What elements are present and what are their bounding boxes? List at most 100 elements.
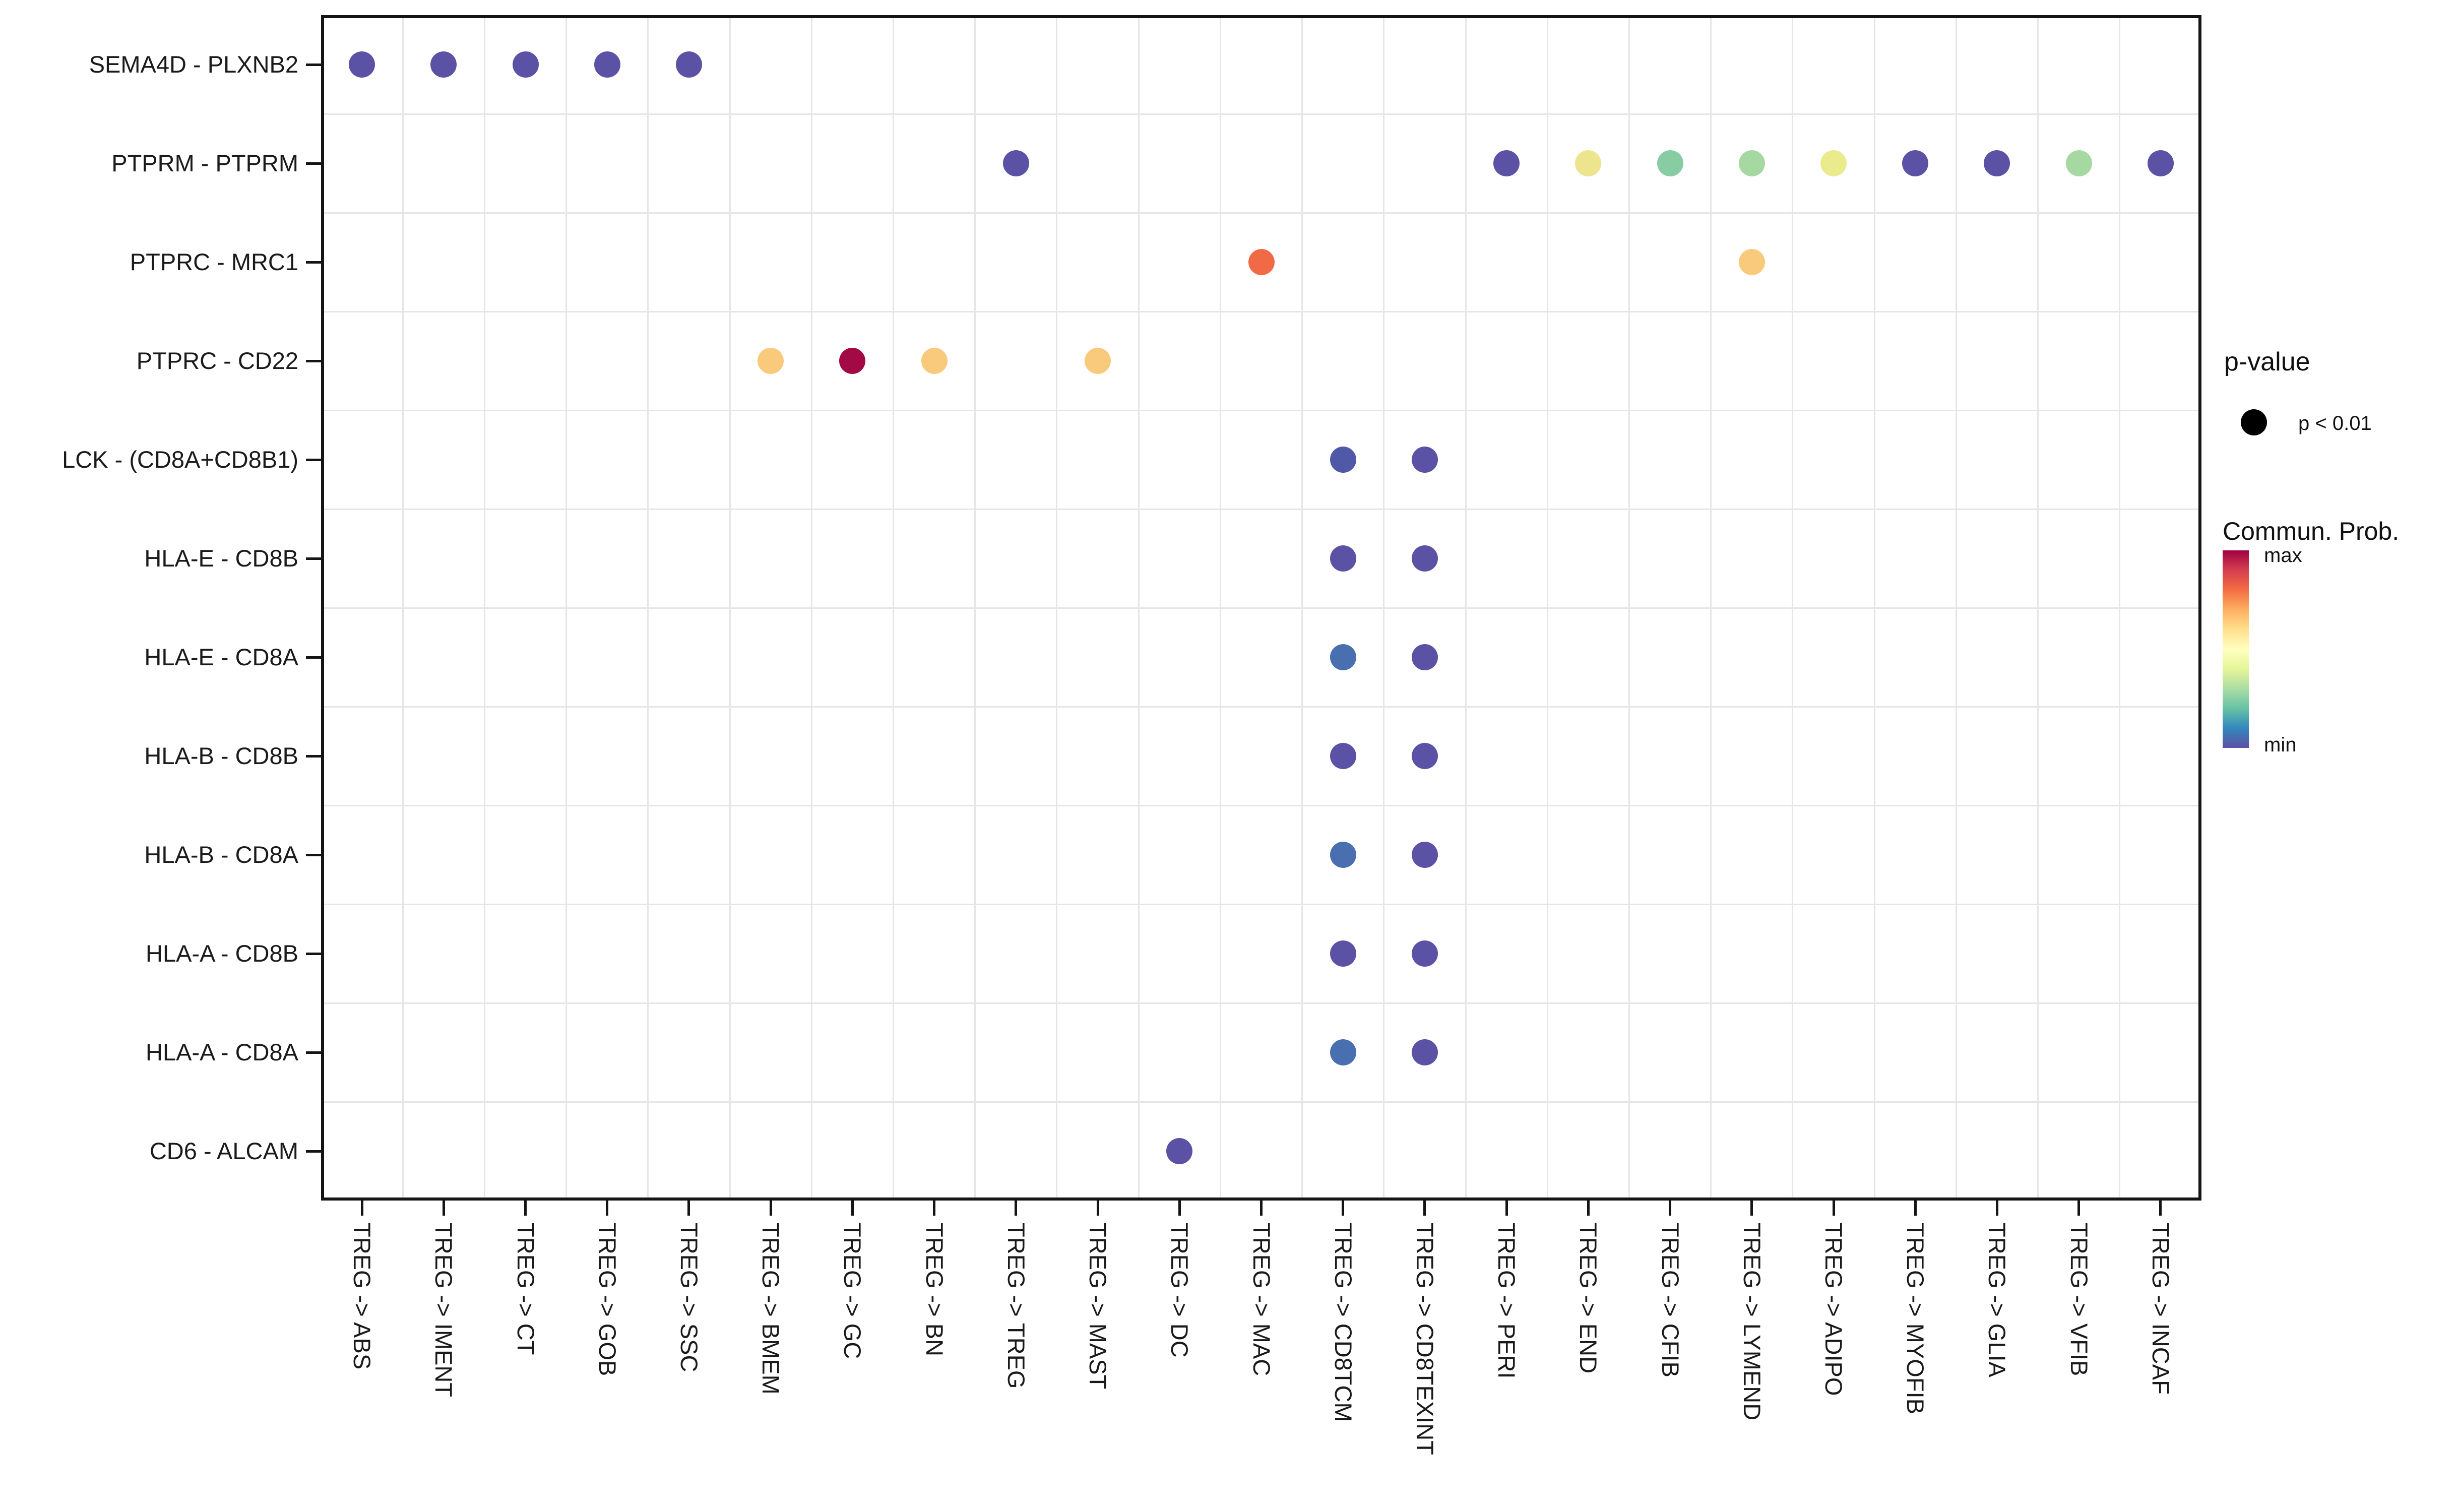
data-dot	[1411, 842, 1438, 868]
data-dot	[2065, 150, 2092, 176]
x-axis-tick	[1423, 1201, 1426, 1216]
grid-line-horizontal	[324, 508, 2198, 510]
x-axis-tick	[769, 1201, 772, 1216]
data-dot	[1085, 348, 1111, 374]
grid-line-horizontal	[324, 804, 2198, 806]
y-axis-tick	[306, 853, 321, 856]
x-axis-label: TREG -> MAST	[1085, 1223, 1112, 1390]
data-dot	[512, 51, 539, 78]
x-axis-tick	[1669, 1201, 1672, 1216]
y-axis-label: CD6 - ALCAM	[149, 1138, 298, 1164]
grid-line-horizontal	[324, 212, 2198, 214]
data-dot	[1166, 1138, 1193, 1164]
y-axis-label: HLA-A - CD8A	[146, 1039, 298, 1065]
x-axis-tick	[1096, 1201, 1099, 1216]
data-dot	[1493, 150, 1520, 176]
x-axis-label: TREG -> GOB	[594, 1223, 621, 1376]
x-axis-tick	[1015, 1201, 1018, 1216]
legend-pvalue-item-label: p < 0.01	[2298, 412, 2372, 434]
x-axis-label: TREG -> GLIA	[1984, 1223, 2011, 1377]
data-dot	[1330, 545, 1356, 572]
x-axis-tick	[1260, 1201, 1263, 1216]
grid-line-horizontal	[324, 310, 2198, 312]
data-dot	[1738, 249, 1765, 275]
y-axis-label: PTPRM - PTPRM	[111, 150, 298, 176]
x-axis-label: TREG -> INCAF	[2147, 1223, 2174, 1395]
x-axis-label: TREG -> DC	[1166, 1223, 1193, 1358]
grid-line-horizontal	[324, 903, 2198, 905]
x-axis-tick	[1832, 1201, 1835, 1216]
data-dot	[1902, 150, 1929, 176]
data-dot	[349, 51, 375, 78]
y-axis-label: LCK - (CD8A+CD8B1)	[62, 446, 298, 473]
data-dot	[1330, 447, 1356, 473]
data-dot	[1330, 940, 1356, 967]
data-dot	[1330, 743, 1356, 769]
data-dot	[675, 51, 702, 78]
x-axis-tick	[1995, 1201, 1998, 1216]
data-dot	[1411, 1039, 1438, 1065]
x-axis-tick	[1914, 1201, 1917, 1216]
y-axis-tick	[306, 557, 321, 560]
x-axis-label: TREG -> LYMEND	[1738, 1223, 1766, 1421]
x-axis-label: TREG -> BMEM	[758, 1223, 785, 1395]
data-dot	[1738, 150, 1765, 176]
data-dot	[1411, 447, 1438, 473]
grid-line-horizontal	[324, 409, 2198, 411]
x-axis-tick	[606, 1201, 609, 1216]
legend-colorbar-title: Commun. Prob.	[2223, 517, 2400, 545]
x-axis-label: TREG -> ABS	[349, 1223, 376, 1370]
data-dot	[1575, 150, 1602, 176]
data-dot	[594, 51, 620, 78]
y-axis-tick	[306, 754, 321, 758]
y-axis-tick	[306, 359, 321, 362]
y-axis-tick	[306, 952, 321, 955]
y-axis-label: HLA-A - CD8B	[146, 940, 298, 967]
y-axis-tick	[306, 63, 321, 66]
x-axis-tick	[442, 1201, 445, 1216]
y-axis-label: HLA-B - CD8A	[144, 841, 298, 868]
y-axis-label: PTPRC - MRC1	[130, 248, 298, 275]
x-axis-tick	[933, 1201, 936, 1216]
data-dot	[1657, 150, 1683, 176]
x-axis-label: TREG -> CD8TCM	[1330, 1223, 1357, 1422]
data-dot	[1820, 150, 1847, 176]
x-axis-label: TREG -> MYOFIB	[1902, 1223, 1929, 1414]
colorbar-min-label: min	[2264, 734, 2297, 756]
colorbar-gradient	[2223, 550, 2249, 748]
x-axis-tick	[1178, 1201, 1181, 1216]
x-axis-tick	[1587, 1201, 1590, 1216]
x-axis-label: TREG -> PERI	[1493, 1223, 1521, 1379]
data-dot	[1330, 1039, 1356, 1065]
data-dot	[1411, 743, 1438, 769]
y-axis-tick	[306, 261, 321, 264]
x-axis-label: TREG -> ADIPO	[1820, 1223, 1848, 1396]
y-axis-label: HLA-E - CD8A	[144, 644, 298, 670]
x-axis-label: TREG -> VFIB	[2065, 1223, 2093, 1376]
data-dot	[1002, 150, 1029, 176]
x-axis-label: TREG -> CFIB	[1657, 1223, 1684, 1377]
x-axis-tick	[2159, 1201, 2162, 1216]
x-axis-label: TREG -> IMENT	[430, 1223, 458, 1397]
data-dot	[839, 348, 866, 374]
y-axis-tick	[306, 162, 321, 165]
grid-line-horizontal	[324, 607, 2198, 609]
x-axis-tick	[2077, 1201, 2081, 1216]
x-axis-tick	[1342, 1201, 1345, 1216]
plot-panel	[321, 15, 2201, 1201]
data-dot	[1248, 249, 1275, 275]
grid-line-horizontal	[324, 113, 2198, 115]
grid-line-horizontal	[324, 1002, 2198, 1004]
data-dot	[430, 51, 457, 78]
y-axis-tick	[306, 1051, 321, 1054]
y-axis-label: PTPRC - CD22	[136, 347, 298, 374]
data-dot	[1411, 644, 1438, 670]
x-axis-tick	[524, 1201, 527, 1216]
legend-pvalue-title: p-value	[2224, 347, 2310, 376]
y-axis-tick	[306, 458, 321, 461]
pvalue-dot-icon	[2241, 409, 2267, 435]
data-dot	[1411, 545, 1438, 572]
colorbar-max-label: max	[2264, 544, 2302, 566]
x-axis-tick	[687, 1201, 690, 1216]
